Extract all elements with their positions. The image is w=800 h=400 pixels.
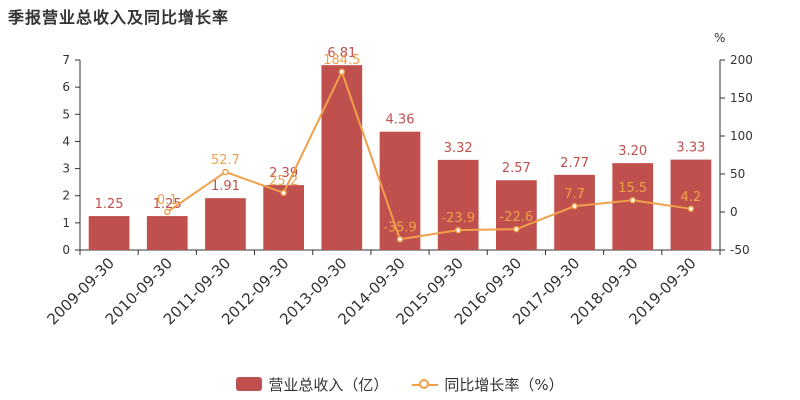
growth-point-label: 4.2 <box>681 190 702 205</box>
growth-point <box>222 168 229 176</box>
revenue-bar <box>379 131 421 250</box>
y-right-tick-label: 200 <box>730 53 753 67</box>
revenue-bar <box>146 216 188 250</box>
y-right-tick-label: 0 <box>730 205 738 219</box>
revenue-bar-label: 1.91 <box>211 179 240 194</box>
revenue-bar-label: 3.32 <box>444 141 473 156</box>
growth-point-label: 25.2 <box>269 174 298 189</box>
growth-line <box>166 69 692 241</box>
y-right-tick-label: 150 <box>730 91 753 105</box>
y-right-tick-label: 50 <box>730 167 745 181</box>
y-left-tick-label: 6 <box>62 80 70 94</box>
growth-point-label: 52.7 <box>211 153 240 168</box>
revenue-bar <box>88 216 130 250</box>
growth-point <box>280 189 287 197</box>
legend-item-revenue[interactable]: 营业总收入（亿） <box>236 372 388 396</box>
growth-point-label: 184.5 <box>323 53 360 68</box>
legend-bar-swatch <box>236 377 263 391</box>
growth-point <box>338 68 346 76</box>
y-left-tick-label: 2 <box>62 189 70 203</box>
growth-point <box>513 225 520 233</box>
growth-point <box>571 202 578 210</box>
growth-point <box>687 205 695 213</box>
revenue-bar-label: 4.36 <box>386 113 415 128</box>
growth-point-label: 15.5 <box>618 181 647 196</box>
growth-point-label: 7.7 <box>564 187 585 202</box>
growth-point-label: 0.1 <box>157 193 178 208</box>
legend-revenue-label: 营业总收入（亿） <box>268 375 389 394</box>
growth-point <box>629 196 636 204</box>
revenue-bar-label: 1.25 <box>95 197 124 212</box>
revenue-bar <box>321 65 363 251</box>
y-left-tick-label: 7 <box>62 53 70 67</box>
growth-point <box>164 208 171 216</box>
legend-item-growth[interactable]: 同比增长率（%） <box>412 372 564 396</box>
y-left-tick-label: 5 <box>62 107 70 121</box>
revenue-bar <box>670 159 712 250</box>
legend: 营业总收入（亿） 同比增长率（%） <box>0 372 800 396</box>
y-right-tick-label: -50 <box>730 243 750 257</box>
chart-canvas: 01234567-50050100150200%2009-09-302010-0… <box>44 31 753 328</box>
revenue-bar-label: 2.77 <box>560 156 589 171</box>
legend-line-swatch <box>412 377 439 391</box>
revenue-bar <box>612 163 654 250</box>
y-left-tick-label: 3 <box>62 162 70 176</box>
y-right-tick-label: 100 <box>730 129 753 143</box>
revenue-bar-label: 3.33 <box>676 141 705 156</box>
chart-title: 季报营业总收入及同比增长率 <box>8 8 230 27</box>
revenue-bar <box>437 159 479 250</box>
growth-point-label: -22.6 <box>500 210 534 225</box>
legend-growth-label: 同比增长率（%） <box>444 375 564 394</box>
y-left-tick-label: 0 <box>62 243 70 257</box>
revenue-bar-label: 1.25 <box>153 197 182 212</box>
revenue-bar-label: 6.81 <box>327 46 356 61</box>
growth-point <box>454 226 462 234</box>
growth-point-label: -35.9 <box>383 220 417 235</box>
revenue-bar-label: 2.57 <box>502 161 531 176</box>
growth-point-label: -23.9 <box>441 211 475 226</box>
growth-point <box>396 236 404 243</box>
y-left-tick-label: 1 <box>62 216 70 230</box>
y-left-tick-label: 4 <box>62 134 70 148</box>
revenue-bar <box>205 198 246 250</box>
revenue-bar <box>496 180 537 250</box>
y-right-unit-label: % <box>714 31 725 45</box>
revenue-bar-label: 3.20 <box>618 144 647 159</box>
